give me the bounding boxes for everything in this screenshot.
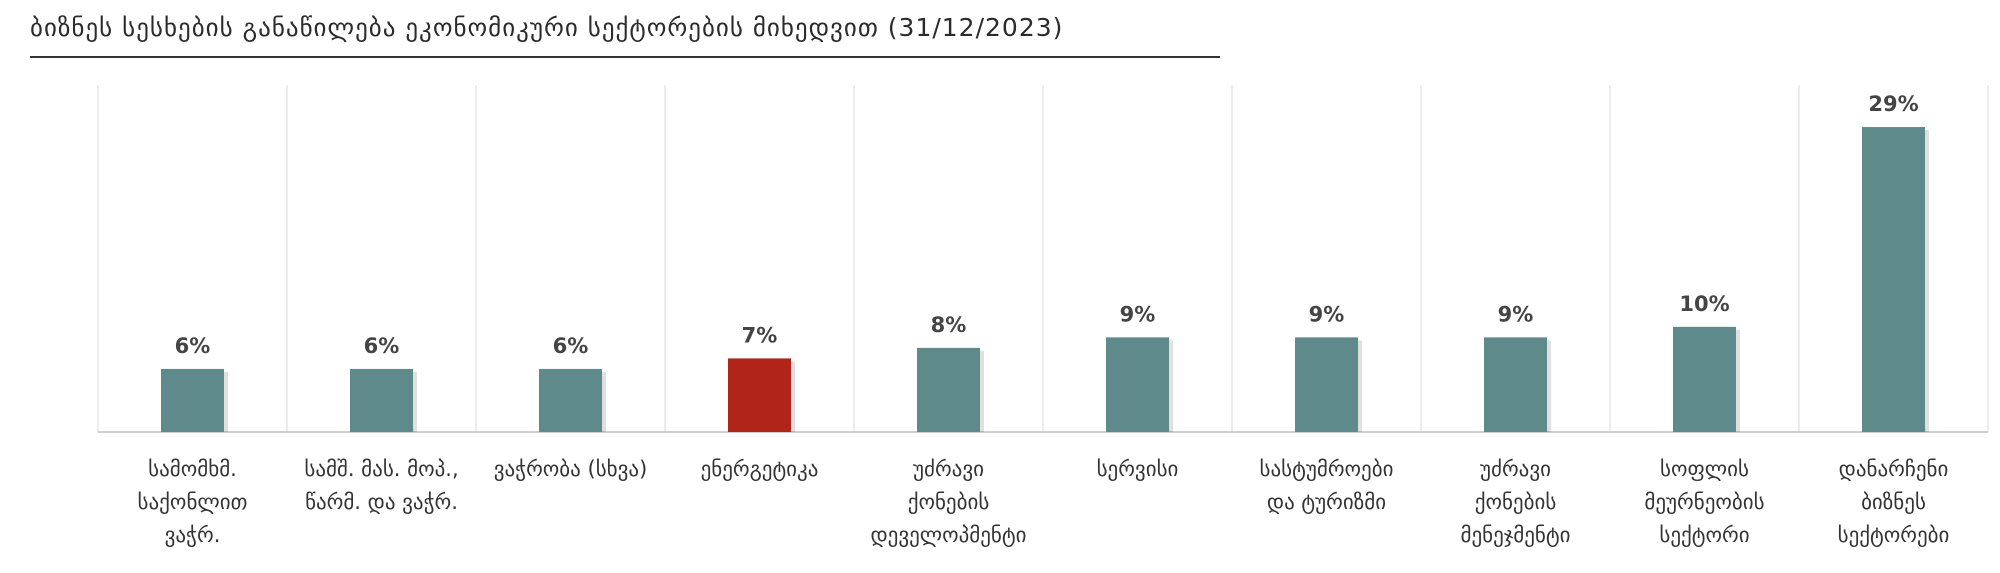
data-label: 6% bbox=[175, 334, 211, 358]
category-label-line: მეურნეობის bbox=[1644, 490, 1764, 514]
category-label: ვაჭრობა (სხვა) bbox=[494, 457, 648, 481]
data-label: 9% bbox=[1309, 302, 1345, 326]
category-label-line: ქონების bbox=[908, 490, 990, 514]
bar bbox=[917, 347, 980, 432]
bar bbox=[350, 368, 413, 432]
category-label-line: ქონების bbox=[1475, 490, 1557, 514]
data-label: 29% bbox=[1868, 92, 1918, 116]
category-label-line: ვაჭრ. bbox=[165, 523, 221, 547]
data-label: 6% bbox=[553, 334, 589, 358]
category-label: სერვისი bbox=[1097, 457, 1179, 481]
category-label-line: წარმ. და ვაჭრ. bbox=[305, 490, 458, 514]
chart-value-labels: 6% 6% 6% 7% 8% 9% 9% 9% 10% 29% bbox=[175, 92, 1919, 358]
category-label: უძრავი ქონების მენეჯმენტი bbox=[1460, 457, 1570, 547]
category-label: უძრავი ქონების დეველოპმენტი bbox=[870, 457, 1026, 547]
category-label: სამშ. მას. მოპ., წარმ. და ვაჭრ. bbox=[304, 457, 458, 514]
bar bbox=[1106, 337, 1169, 432]
bar bbox=[1295, 337, 1358, 432]
data-label: 6% bbox=[364, 334, 400, 358]
bar bbox=[1484, 337, 1547, 432]
bar bbox=[1862, 127, 1925, 432]
category-label-line: დანარჩენი bbox=[1839, 457, 1949, 481]
category-label: ენერგეტიკა bbox=[701, 457, 819, 481]
bar bbox=[539, 368, 602, 432]
bar bbox=[161, 368, 224, 432]
category-label-line: სექტორი bbox=[1659, 523, 1749, 547]
chart-bars bbox=[161, 127, 1929, 432]
chart-category-labels: სამომხმ. საქონლით ვაჭრ. სამშ. მას. მოპ., წარ… bbox=[138, 457, 1950, 547]
data-label: 10% bbox=[1679, 292, 1729, 316]
category-label-line: სამომხმ. bbox=[148, 457, 237, 481]
category-label-line: ვაჭრობა (სხვა) bbox=[494, 457, 648, 481]
category-label-line: დეველოპმენტი bbox=[870, 523, 1026, 547]
category-label: დანარჩენი ბიზნეს სექტორები bbox=[1838, 457, 1950, 547]
category-label-line: უძრავი bbox=[1480, 457, 1551, 481]
bar bbox=[728, 358, 791, 432]
category-label: სასტუმროები და ტურიზმი bbox=[1260, 457, 1394, 514]
category-label: სოფლის მეურნეობის სექტორი bbox=[1644, 457, 1764, 547]
category-label-line: საქონლით bbox=[138, 490, 248, 514]
category-label-line: სამშ. მას. მოპ., bbox=[304, 457, 458, 481]
category-label-line: სექტორები bbox=[1838, 523, 1950, 547]
category-label-line: ბიზნეს bbox=[1861, 490, 1926, 514]
category-label-line: სოფლის bbox=[1660, 457, 1749, 481]
category-label-line: და ტურიზმი bbox=[1267, 490, 1386, 514]
data-label: 8% bbox=[931, 313, 967, 337]
category-label-line: უძრავი bbox=[913, 457, 984, 481]
category-label-line: მენეჯმენტი bbox=[1460, 523, 1570, 547]
category-label-line: სასტუმროები bbox=[1260, 457, 1394, 481]
data-label: 7% bbox=[742, 323, 778, 347]
chart-title: ბიზნეს სესხების განაწილება ეკონომიკური ს… bbox=[30, 13, 1064, 42]
category-label-line: სერვისი bbox=[1097, 457, 1179, 481]
data-label: 9% bbox=[1498, 302, 1534, 326]
category-label-line: ენერგეტიკა bbox=[701, 457, 819, 481]
data-label: 9% bbox=[1120, 302, 1156, 326]
bar bbox=[1673, 326, 1736, 432]
category-label: სამომხმ. საქონლით ვაჭრ. bbox=[138, 457, 248, 547]
chart-title-container: ბიზნეს სესხების განაწილება ეკონომიკური ს… bbox=[30, 8, 1220, 58]
